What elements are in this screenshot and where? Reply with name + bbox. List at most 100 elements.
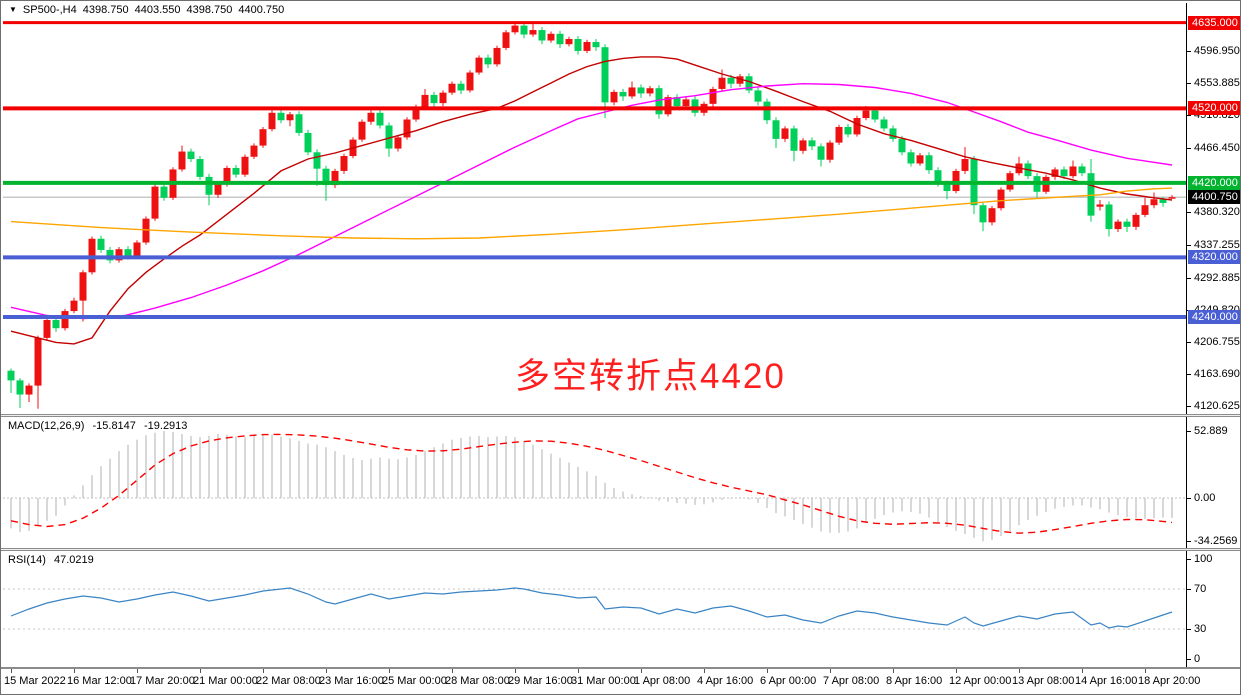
date-tick <box>263 669 264 673</box>
macd-panel[interactable] <box>3 417 1186 548</box>
candle-body <box>43 320 51 338</box>
candle-body <box>205 176 213 195</box>
price-tick-4292.885-label: 4292.885 <box>1194 271 1240 284</box>
date-tick <box>389 669 390 673</box>
candle-body <box>133 242 141 256</box>
date-label: 25 Mar 00:00 <box>382 675 447 687</box>
candle-body <box>628 87 636 97</box>
date-tick <box>704 669 705 673</box>
candle-body <box>430 94 438 104</box>
rsi-tick-30-tick <box>1187 629 1191 630</box>
candle-body <box>997 189 1005 209</box>
price-tick-4466.450-label: 4466.450 <box>1194 142 1240 155</box>
price-tick-4292.885-tick <box>1187 277 1191 279</box>
candle-body <box>655 88 663 115</box>
ohlc-dropdown-icon[interactable]: ▼ <box>9 5 17 14</box>
candle-body <box>682 99 690 107</box>
candle-body <box>844 126 852 135</box>
candle-body <box>448 83 456 93</box>
candle-body <box>520 25 528 35</box>
candle-body <box>187 151 195 160</box>
candle-body <box>637 87 645 94</box>
candle-body <box>7 370 15 381</box>
price-tick-4596.950-tick <box>1187 50 1191 52</box>
candle-body <box>718 77 726 89</box>
price-tick-4596.950-label: 4596.950 <box>1194 44 1240 57</box>
candle-body <box>178 151 186 170</box>
candle-body <box>475 57 483 73</box>
time-axis[interactable]: 15 Mar 2022 16 Mar 12:00 17 Mar 20:00 21 Ma… <box>1 669 1240 694</box>
candle-body <box>97 238 105 250</box>
splitter-macd-rsi[interactable] <box>1 548 1240 551</box>
splitter-main-macd[interactable] <box>1 414 1240 417</box>
candle-body <box>709 88 717 104</box>
date-label: 6 Apr 00:00 <box>760 675 817 687</box>
candle-body <box>1141 205 1149 215</box>
candle-body <box>1123 221 1131 227</box>
candle-body <box>898 138 906 153</box>
candle-body <box>583 41 591 51</box>
candle-body <box>322 168 330 186</box>
price-tick-4553.885-label: 4553.885 <box>1194 77 1240 90</box>
price-badge-4320.000: 4320.000 <box>1188 250 1240 265</box>
candle-body <box>1168 197 1176 199</box>
date-label: 8 Apr 16:00 <box>886 675 943 687</box>
date-tick <box>1019 669 1020 673</box>
main-price-chart[interactable] <box>3 3 1186 414</box>
macd-tick-0.00-tick <box>1187 497 1191 499</box>
candle-body <box>889 128 897 139</box>
close-value: 4400.750 <box>238 4 285 16</box>
date-label: 28 Mar 08:00 <box>445 675 510 687</box>
chart-header: ▼ SP500-,H4 4398.750 4403.550 4398.750 4… <box>9 4 284 16</box>
candle-body <box>70 300 78 312</box>
candle-body <box>259 129 267 146</box>
date-label: 7 Apr 08:00 <box>823 675 880 687</box>
candle-body <box>556 33 564 45</box>
candle-body <box>286 114 294 121</box>
candle-body <box>1060 169 1068 177</box>
candle-body <box>268 112 276 130</box>
candle-body <box>547 33 555 41</box>
candle-body <box>124 249 132 256</box>
macd-tick--34.2569-tick <box>1187 541 1191 543</box>
candle-body <box>835 126 843 143</box>
candle-body <box>799 140 807 151</box>
candle-body <box>664 97 672 115</box>
candle-body <box>979 205 987 223</box>
rsi-panel[interactable] <box>3 551 1186 667</box>
candle-body <box>1132 214 1140 227</box>
date-tick <box>893 669 894 673</box>
candle-body <box>871 110 879 120</box>
candle-body <box>223 167 231 185</box>
candle-body <box>1096 204 1104 207</box>
rsi-tick-30-label: 30 <box>1194 623 1207 635</box>
candle-body <box>421 94 429 107</box>
candle-body <box>826 142 834 160</box>
candle-body <box>853 118 861 135</box>
candle-body <box>106 249 114 261</box>
date-label: 4 Apr 16:00 <box>697 675 754 687</box>
candle-body <box>304 132 312 153</box>
candle-body <box>340 156 348 171</box>
candle-body <box>457 83 465 91</box>
candle-body <box>529 30 537 35</box>
candle-body <box>196 159 204 177</box>
date-label: 1 Apr 08:00 <box>634 675 691 687</box>
rsi-line <box>10 587 1173 629</box>
macd-name: MACD(12,26,9) <box>8 420 85 432</box>
candle-body <box>610 91 618 103</box>
candle-body <box>1087 173 1095 216</box>
price-tick-4163.690-tick <box>1187 373 1191 375</box>
candle-body <box>52 320 60 329</box>
date-tick <box>74 669 75 673</box>
candle-body <box>754 90 762 102</box>
open-value: 4398.750 <box>82 4 129 16</box>
rsi-tick-0-tick <box>1187 659 1191 660</box>
price-tick-4553.885-tick <box>1187 83 1191 85</box>
date-label: 31 Mar 00:00 <box>571 675 636 687</box>
axis-border-line <box>1186 3 1187 669</box>
macd-tick-52.889-tick <box>1187 430 1191 432</box>
chart-annotation-text: 多空转折点4420 <box>515 357 786 396</box>
date-tick <box>515 669 516 673</box>
candle-body <box>403 119 411 138</box>
